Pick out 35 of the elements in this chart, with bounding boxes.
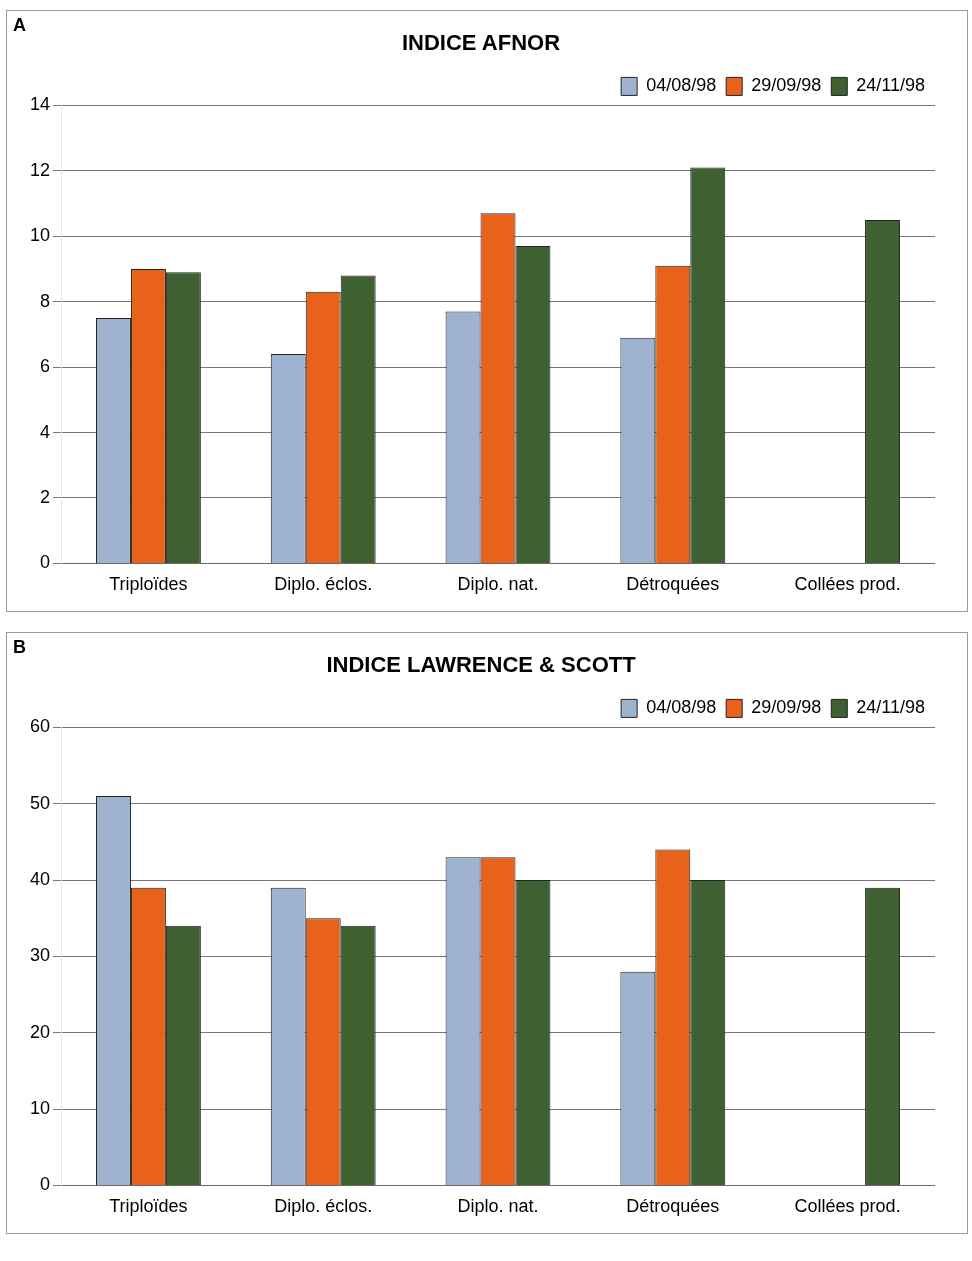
x-tick-label: Triploïdes <box>109 574 188 595</box>
x-tick-label: Collées prod. <box>794 574 901 595</box>
text: B <box>13 637 26 658</box>
y-tick-label: 10 <box>29 1098 51 1119</box>
y-tick-label: 40 <box>29 869 51 890</box>
legend-label: 29/09/98 <box>751 75 822 96</box>
legend-label: 24/11/98 <box>856 75 925 96</box>
x-tick-label: Diplo. nat. <box>457 1196 539 1217</box>
legend-label: 24/11/98 <box>856 697 925 718</box>
y-tick-label: 0 <box>40 552 51 573</box>
x-tick-label: Diplo. éclos. <box>274 574 373 595</box>
text: A <box>13 15 26 36</box>
chart-title: INDICE AFNOR <box>401 30 561 56</box>
y-tick-label: 12 <box>29 159 51 180</box>
x-tick-label: Détroquées <box>626 574 720 595</box>
x-tick-label: Collées prod. <box>794 1196 901 1217</box>
x-tick-label: Diplo. éclos. <box>274 1196 373 1217</box>
y-tick-label: 14 <box>29 94 51 115</box>
legend-label: 04/08/98 <box>646 697 717 718</box>
chart-title: INDICE LAWRENCE & SCOTT <box>326 652 637 678</box>
y-tick-label: 50 <box>29 792 51 813</box>
y-tick-label: 10 <box>29 225 51 246</box>
y-tick-label: 0 <box>40 1174 51 1195</box>
y-tick-label: 30 <box>29 945 51 966</box>
y-tick-label: 20 <box>29 1021 51 1042</box>
y-tick-label: 4 <box>40 421 51 442</box>
y-tick-label: 6 <box>40 356 51 377</box>
y-tick-label: 2 <box>40 486 51 507</box>
legend-label: 04/08/98 <box>646 75 717 96</box>
legend-label: 29/09/98 <box>751 697 822 718</box>
y-tick-label: 8 <box>40 290 51 311</box>
x-tick-label: Diplo. nat. <box>457 574 539 595</box>
y-tick-label: 60 <box>29 716 51 737</box>
x-tick-label: Triploïdes <box>109 1196 188 1217</box>
x-tick-label: Détroquées <box>626 1196 720 1217</box>
